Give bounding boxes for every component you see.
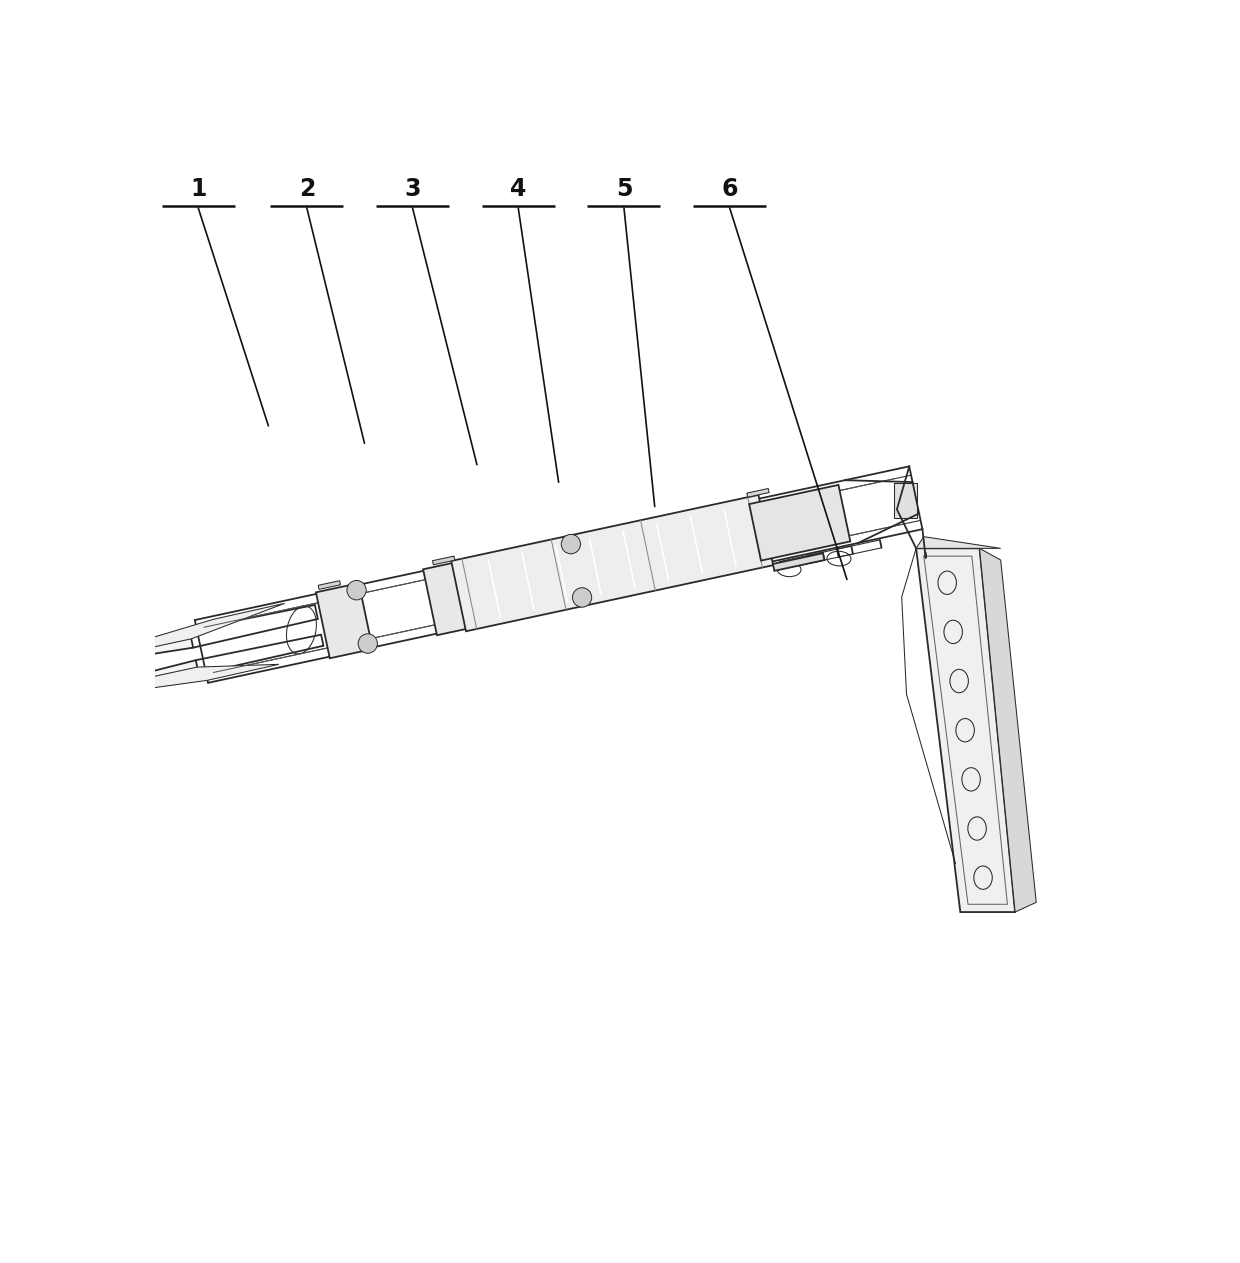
Circle shape xyxy=(347,581,366,600)
Polygon shape xyxy=(749,485,851,561)
Text: 4: 4 xyxy=(510,177,527,201)
Polygon shape xyxy=(451,495,774,632)
Circle shape xyxy=(358,634,377,653)
Polygon shape xyxy=(7,661,198,707)
Text: 5: 5 xyxy=(616,177,632,201)
Polygon shape xyxy=(423,560,480,635)
Polygon shape xyxy=(7,664,279,707)
Polygon shape xyxy=(980,548,1037,912)
Polygon shape xyxy=(319,581,341,590)
FancyBboxPatch shape xyxy=(894,482,916,518)
Text: 1: 1 xyxy=(190,177,206,201)
Text: 3: 3 xyxy=(404,177,420,201)
Polygon shape xyxy=(316,584,373,658)
Polygon shape xyxy=(37,630,193,672)
Text: 2: 2 xyxy=(299,177,315,201)
Polygon shape xyxy=(773,553,825,571)
Text: 6: 6 xyxy=(722,177,738,201)
Polygon shape xyxy=(916,537,1001,548)
Polygon shape xyxy=(433,556,455,565)
Polygon shape xyxy=(916,548,1016,912)
Circle shape xyxy=(573,587,591,608)
Circle shape xyxy=(562,534,580,553)
Polygon shape xyxy=(37,604,285,672)
Polygon shape xyxy=(746,489,769,498)
